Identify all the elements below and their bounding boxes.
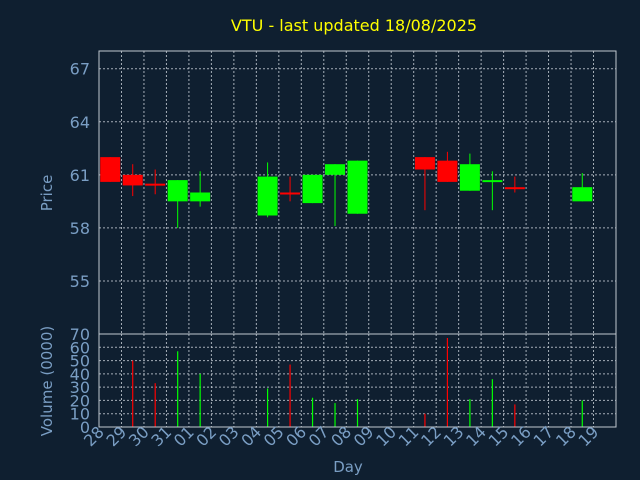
volume-y-tick-label: 0	[80, 418, 90, 437]
volume-bars	[132, 337, 583, 427]
volume-y-tick-label: 40	[70, 365, 90, 384]
volume-axis-label: Volume (0000)	[38, 326, 56, 436]
price-y-ticks: 55 58 61 64 67	[70, 60, 90, 291]
candle-body	[145, 183, 166, 186]
candle-body	[325, 164, 346, 175]
candle-body	[414, 157, 435, 170]
price-y-tick-label: 55	[70, 272, 90, 291]
candle-body	[167, 180, 188, 202]
candle-body	[122, 174, 143, 186]
volume-y-tick-label: 50	[70, 352, 90, 371]
candle-body	[190, 192, 211, 202]
price-y-tick-label: 58	[70, 219, 90, 238]
x-axis-ticks: 2829303101020304050607080910111213141516…	[80, 422, 602, 450]
candle-body	[437, 160, 458, 182]
candle-body	[504, 187, 525, 190]
candle-01	[190, 171, 211, 207]
volume-y-tick-label: 30	[70, 378, 90, 397]
candle-14	[482, 171, 503, 211]
volume-y-tick-label: 60	[70, 338, 90, 357]
candle-13	[459, 153, 480, 191]
price-grid	[99, 51, 616, 334]
candle-08	[347, 160, 368, 214]
price-axis-label: Price	[38, 175, 56, 212]
candle-06	[302, 174, 323, 204]
volume-y-tick-label: 20	[70, 391, 90, 410]
price-panel: 55 58 61 64 67 Price	[38, 50, 617, 335]
candle-body	[100, 157, 121, 182]
price-y-tick-label: 64	[70, 113, 90, 132]
candle-29	[122, 164, 143, 197]
volume-y-tick-label: 70	[70, 325, 90, 344]
candle-12	[437, 151, 458, 182]
volume-panel-frame	[98, 333, 617, 428]
candle-04	[257, 162, 278, 218]
candle-body	[347, 160, 368, 214]
candle-30	[145, 169, 166, 195]
candle-body	[280, 192, 301, 195]
candle-body	[302, 174, 323, 204]
candle-body	[482, 180, 503, 183]
price-y-tick-label: 67	[70, 60, 90, 79]
candle-31	[167, 180, 188, 228]
price-candles	[100, 151, 593, 228]
price-y-tick-label: 61	[70, 166, 90, 185]
candle-body	[572, 187, 593, 202]
volume-grid	[99, 333, 616, 428]
candle-body	[459, 164, 480, 191]
candle-11	[414, 157, 435, 211]
candle-07	[325, 164, 346, 227]
candle-28	[100, 157, 121, 182]
candle-15	[504, 176, 525, 193]
candle-body	[257, 176, 278, 216]
candle-05	[280, 176, 301, 202]
x-axis-label: Day	[333, 458, 363, 476]
candle-18	[572, 173, 593, 202]
chart-title: VTU - last updated 18/08/2025	[231, 16, 477, 35]
volume-y-tick-label: 10	[70, 405, 90, 424]
